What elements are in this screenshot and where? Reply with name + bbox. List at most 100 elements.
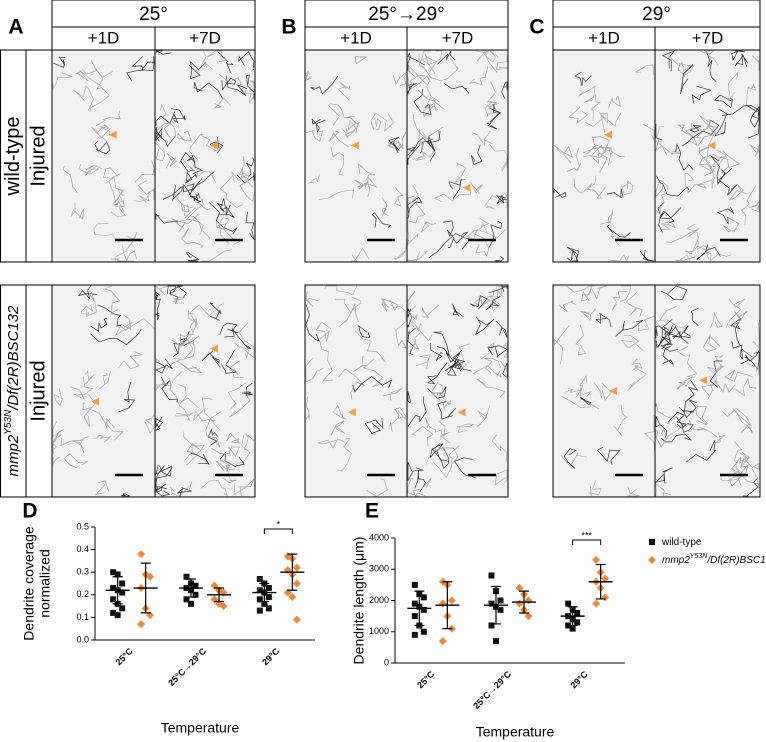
- panel-frame: [552, 49, 761, 263]
- dendrite: [77, 284, 97, 300]
- dendrite: [421, 53, 437, 71]
- dendrite: [655, 403, 678, 424]
- dendrite: [710, 355, 724, 384]
- dendrite: [382, 387, 403, 401]
- dendrite: [124, 318, 155, 331]
- dendrite: [432, 443, 449, 470]
- data-point: [420, 594, 427, 601]
- dendrite: [104, 417, 124, 441]
- temperature-header: 25°→29°: [368, 4, 444, 25]
- dendrite: [155, 416, 164, 431]
- dendrite: [486, 81, 500, 109]
- dendrite: [684, 172, 696, 194]
- dendrite: [713, 94, 733, 109]
- dendrite: [171, 218, 186, 233]
- dendrite: [668, 325, 689, 344]
- dendrite: [144, 414, 155, 434]
- data-point: [565, 600, 572, 607]
- dendrite: [684, 235, 706, 255]
- dendrite: [155, 135, 166, 162]
- dendrite: [711, 151, 741, 169]
- dendrite: [475, 50, 498, 73]
- data-point: [411, 581, 418, 588]
- sd-bar: [259, 582, 270, 603]
- dendrite: [407, 184, 426, 224]
- dendrite: [155, 357, 184, 370]
- dendrite: [701, 383, 719, 400]
- data-point: [288, 593, 297, 602]
- sd-bar: [112, 576, 123, 605]
- dendrite: [226, 432, 240, 445]
- dendrite: [445, 352, 461, 375]
- dendrite: [110, 250, 138, 262]
- dendrite: [117, 351, 143, 370]
- dendrite: [732, 456, 748, 478]
- dendrite: [407, 195, 417, 205]
- data-point: [265, 605, 272, 612]
- dendrite: [421, 304, 440, 318]
- dendrite: [155, 127, 163, 142]
- dendrite: [744, 351, 760, 370]
- dendrite: [90, 317, 108, 332]
- dendrite: [172, 339, 194, 358]
- dendrite: [734, 377, 757, 397]
- data-point: [488, 622, 495, 629]
- dendrite: [749, 144, 761, 160]
- dendrite: [479, 217, 507, 239]
- arrowhead: [108, 130, 117, 139]
- dendrite: [702, 333, 721, 353]
- dendrite: [407, 143, 421, 165]
- dendrite: [574, 71, 592, 87]
- dendrite: [593, 381, 612, 401]
- sd-bar: [491, 585, 501, 625]
- dendrite: [587, 285, 607, 300]
- dendrite: [82, 60, 113, 78]
- dendrite: [52, 421, 64, 442]
- dendrite: [620, 334, 644, 351]
- data-point: [110, 585, 117, 592]
- y-tick-label: 0.1: [76, 612, 89, 622]
- dendrite: [631, 358, 643, 371]
- y-axis-label: Dendrite coverage: [21, 526, 37, 641]
- y-tick-label: 3000: [369, 564, 389, 574]
- data-point: [256, 587, 263, 594]
- dendrite: [177, 487, 192, 497]
- panel-letter: D: [22, 500, 37, 523]
- dendrite: [206, 50, 228, 63]
- dendrite: [414, 470, 426, 492]
- dendrite: [606, 224, 631, 238]
- dendrite: [155, 291, 161, 300]
- dendrite: [199, 134, 225, 152]
- dendrite: [394, 186, 404, 207]
- dendrite: [406, 137, 432, 156]
- dendrite: [113, 196, 125, 212]
- dendrite: [501, 156, 508, 170]
- dendrite: [82, 402, 93, 427]
- dendrite: [103, 166, 121, 179]
- dendrite: [193, 82, 223, 99]
- data-point: [292, 615, 301, 624]
- dendrite: [395, 321, 407, 349]
- dendrite: [171, 312, 198, 347]
- day-header: +7D: [692, 28, 724, 47]
- dendrite: [706, 364, 725, 375]
- dendrite: [423, 99, 445, 118]
- dendrite: [244, 79, 255, 90]
- dendrite: [627, 486, 640, 497]
- legend-name-rest: /Df(2R)BSC132: [706, 555, 766, 566]
- dendrite: [74, 70, 102, 87]
- legend-name: wild-type: [661, 537, 702, 548]
- dendrite: [655, 325, 673, 339]
- dendrite: [696, 119, 712, 138]
- arrowhead: [462, 183, 471, 192]
- dendrite: [472, 233, 490, 258]
- dendrite: [469, 182, 484, 194]
- dendrite: [187, 156, 203, 175]
- data-point: [146, 572, 155, 581]
- sd-bar: [567, 606, 578, 627]
- legend-label: mmp2Y53N/Df(2R)BSC132: [662, 553, 766, 566]
- dendrite: [705, 50, 717, 82]
- dendrite: [630, 315, 655, 332]
- dendrite: [725, 298, 746, 328]
- dendrite: [185, 252, 200, 262]
